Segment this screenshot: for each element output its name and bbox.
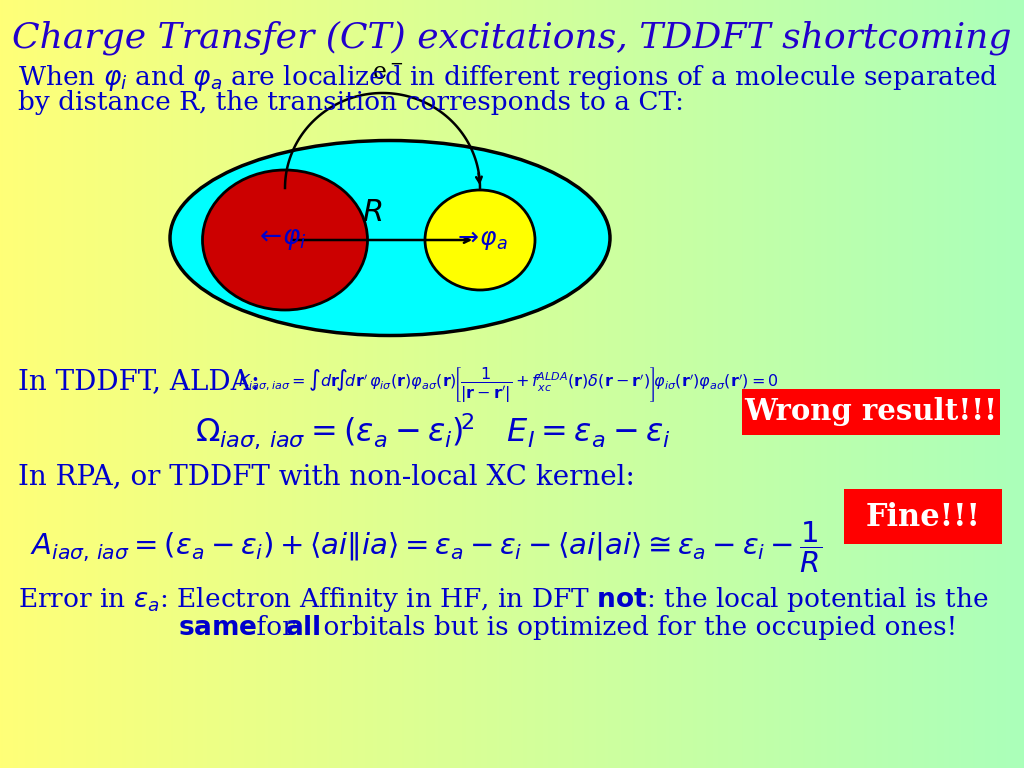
Ellipse shape — [170, 141, 610, 336]
Bar — [742, 389, 1000, 435]
Ellipse shape — [203, 170, 368, 310]
Text: orbitals but is optimized for the occupied ones!: orbitals but is optimized for the occupi… — [315, 615, 957, 640]
Text: In RPA, or TDDFT with non-local XC kernel:: In RPA, or TDDFT with non-local XC kerne… — [18, 463, 635, 490]
Text: $A_{ia\sigma,\,ia\sigma} = \left(\varepsilon_a - \varepsilon_i\right) + \langle : $A_{ia\sigma,\,ia\sigma} = \left(\vareps… — [30, 520, 822, 575]
Bar — [844, 489, 1002, 544]
Ellipse shape — [425, 190, 535, 290]
Text: Wrong result!!!: Wrong result!!! — [744, 398, 997, 426]
Text: $R$: $R$ — [362, 197, 383, 228]
Text: $\leftarrow\!\varphi_i$: $\leftarrow\!\varphi_i$ — [254, 227, 306, 253]
Text: e$^-$: e$^-$ — [372, 62, 403, 85]
Text: $\Omega_{ia\sigma,\,ia\sigma} = \left(\varepsilon_a - \varepsilon_i\right)^{\!2}: $\Omega_{ia\sigma,\,ia\sigma} = \left(\v… — [195, 412, 671, 452]
Text: When $\varphi_i$ and $\varphi_a$ are localized in different regions of a molecul: When $\varphi_i$ and $\varphi_a$ are loc… — [18, 63, 997, 93]
Text: for: for — [248, 615, 303, 640]
Text: $\mathbf{same}$: $\mathbf{same}$ — [178, 615, 258, 640]
Text: $\mathbf{all}$: $\mathbf{all}$ — [285, 615, 321, 640]
Text: Error in $\varepsilon_a$: Electron Affinity in HF, in DFT $\mathbf{not}$: the lo: Error in $\varepsilon_a$: Electron Affin… — [18, 585, 988, 614]
Text: $\rightarrow\!\varphi_a$: $\rightarrow\!\varphi_a$ — [453, 229, 507, 251]
Text: $K_{ia\sigma,ia\sigma} = \int d\mathbf{r}\!\int\! d\mathbf{r}^{\prime}\,\varphi_: $K_{ia\sigma,ia\sigma} = \int d\mathbf{r… — [238, 365, 778, 404]
Text: Fine!!!: Fine!!! — [865, 502, 980, 532]
Text: In TDDFT, ALDA:: In TDDFT, ALDA: — [18, 368, 269, 395]
Text: Charge Transfer (CT) excitations, TDDFT shortcoming: Charge Transfer (CT) excitations, TDDFT … — [12, 20, 1012, 55]
Text: by distance R, the transition corresponds to a CT:: by distance R, the transition correspond… — [18, 90, 684, 115]
